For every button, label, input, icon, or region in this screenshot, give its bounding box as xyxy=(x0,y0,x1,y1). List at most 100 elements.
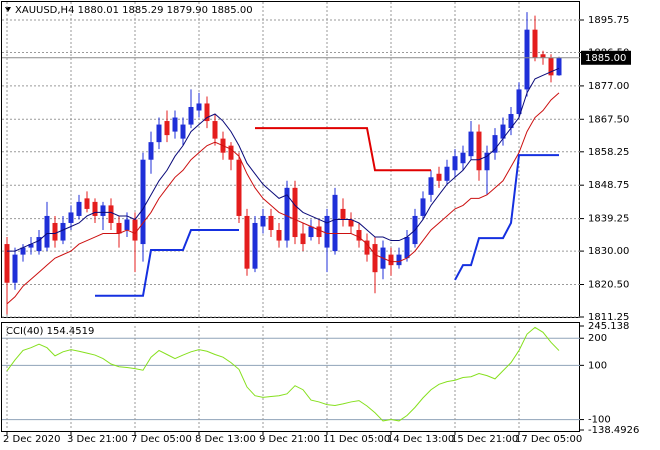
y-tick-label: 245.138 xyxy=(588,321,629,332)
candle-body xyxy=(204,103,210,122)
y-tick-label: 1839.25 xyxy=(588,214,629,225)
candle-body xyxy=(172,117,178,132)
candle-body xyxy=(332,194,338,252)
candle-body xyxy=(452,156,458,171)
candle-body xyxy=(12,254,18,283)
candle-body xyxy=(148,142,154,160)
candle-body xyxy=(100,205,106,216)
candle-body xyxy=(108,205,114,223)
candle-body xyxy=(276,230,282,241)
last-price-label: 1885.00 xyxy=(585,53,626,64)
last-price-box xyxy=(581,50,631,65)
candle-body xyxy=(324,215,330,248)
candle-body xyxy=(36,237,42,252)
candle-body xyxy=(180,124,186,139)
candle-body xyxy=(364,240,370,255)
candle-body xyxy=(260,215,266,227)
candle-body xyxy=(508,114,514,129)
y-tick-label: -138.4926 xyxy=(588,425,639,436)
candle-body xyxy=(396,254,402,266)
candle-body xyxy=(4,244,10,283)
x-tick-label: 17 Dec 05:00 xyxy=(515,434,582,445)
candle-body xyxy=(44,215,50,248)
y-tick-label: 1895.75 xyxy=(588,15,629,26)
y-tick-label: -100 xyxy=(588,415,611,426)
x-tick-label: 3 Dec 21:00 xyxy=(67,434,128,445)
candle-body xyxy=(92,201,98,216)
candle-body xyxy=(308,226,314,238)
candle-body xyxy=(244,215,250,269)
candle-body xyxy=(444,166,450,181)
y-tick-label: 200 xyxy=(588,333,607,344)
x-tick-label: 11 Dec 05:00 xyxy=(323,434,390,445)
candle-body xyxy=(52,222,58,241)
y-tick-label: 1867.50 xyxy=(588,114,629,125)
symbol-menu-icon[interactable] xyxy=(5,7,11,12)
candle-body xyxy=(156,124,162,143)
candle-body xyxy=(476,131,482,171)
candle-body xyxy=(524,29,530,90)
candle-body xyxy=(292,187,298,238)
candle-body xyxy=(212,121,218,139)
candle-body xyxy=(68,212,74,223)
candle-body xyxy=(468,131,474,157)
candle-body xyxy=(316,226,322,238)
candle-body xyxy=(388,254,394,266)
candle-body xyxy=(76,201,82,216)
candle-body xyxy=(356,230,362,241)
candle-body xyxy=(196,103,202,111)
candle-body xyxy=(492,135,498,153)
y-tick-label: 1820.50 xyxy=(588,279,629,290)
y-tick-label: 1877.00 xyxy=(588,81,629,92)
candle-body xyxy=(284,187,290,241)
candle-body xyxy=(20,247,26,255)
cci-panel-frame xyxy=(1,322,580,432)
main-title: XAUUSD,H4 1880.01 1885.29 1879.90 1885.0… xyxy=(15,5,253,16)
candle-body xyxy=(132,219,138,241)
candle-body xyxy=(84,198,90,209)
indicator-line xyxy=(255,127,431,172)
indicator-line xyxy=(6,92,560,305)
x-tick-label: 8 Dec 13:00 xyxy=(195,434,256,445)
candle-body xyxy=(60,222,66,241)
candle-body xyxy=(188,106,194,125)
candle-body xyxy=(268,215,274,231)
candle-body xyxy=(420,198,426,216)
x-tick-label: 15 Dec 21:00 xyxy=(451,434,518,445)
candle-body xyxy=(124,219,130,231)
y-tick-label: 1858.25 xyxy=(588,147,629,158)
indicator-line xyxy=(6,326,560,422)
y-tick-label: 1830.00 xyxy=(588,246,629,257)
candle-body xyxy=(252,222,258,269)
indicator-line xyxy=(95,154,559,297)
y-tick-label: 100 xyxy=(588,360,607,371)
candle-body xyxy=(116,222,122,234)
candle-body xyxy=(428,177,434,195)
candle-body xyxy=(348,219,354,227)
candle-body xyxy=(28,244,34,248)
x-tick-label: 14 Dec 13:00 xyxy=(387,434,454,445)
candle-body xyxy=(300,233,306,245)
candle-body xyxy=(236,159,242,216)
candle-body xyxy=(228,145,234,160)
candle-body xyxy=(500,124,506,139)
candle-body xyxy=(372,244,378,273)
candle-body xyxy=(340,208,346,220)
x-tick-label: 7 Dec 05:00 xyxy=(131,434,192,445)
candle-body xyxy=(540,54,546,58)
y-tick-label: 1811.25 xyxy=(588,312,629,323)
x-tick-label: 2 Dec 2020 xyxy=(3,434,61,445)
candle-body xyxy=(460,152,466,164)
y-tick-label: 1848.75 xyxy=(588,180,629,191)
cci-title: CCI(40) 154.4519 xyxy=(6,326,94,337)
candle-body xyxy=(548,57,554,76)
candle-body xyxy=(140,159,146,245)
candle-body xyxy=(436,173,442,181)
candle-body xyxy=(164,121,170,136)
candle-body xyxy=(404,237,410,259)
indicator-line xyxy=(7,67,560,252)
candle-body xyxy=(556,57,562,76)
candle-body xyxy=(532,29,538,58)
